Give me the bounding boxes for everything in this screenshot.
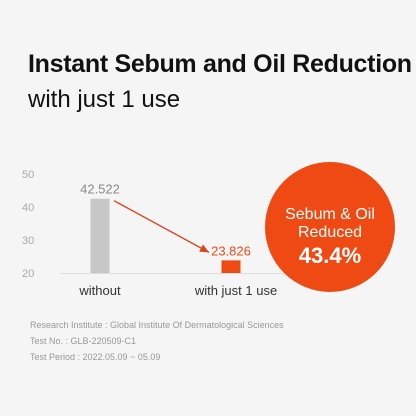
y-tick-label-40: 40 [22, 202, 34, 214]
badge-line2: Reduced [297, 224, 363, 241]
headline-title: Instant Sebum and Oil Reduction [28, 50, 412, 78]
trend-arrow-line [113, 200, 210, 253]
badge-line1: Sebum & Oil [285, 206, 375, 223]
y-tick-label-20: 20 [22, 268, 34, 280]
trend-arrow-head [199, 244, 209, 253]
category-label-without: without [78, 283, 121, 298]
category-label-with-1-use: with just 1 use [194, 283, 277, 298]
y-tick-label-30: 30 [22, 235, 34, 247]
data-label-with-1-use: 23.826 [211, 243, 251, 258]
note-test-number: Test No. : GLB-220509-C1 [30, 336, 137, 346]
reduction-badge: Sebum & Oil Reduced 43.4% [265, 162, 395, 292]
data-label-without: 42.522 [80, 182, 120, 197]
y-tick-label-50: 50 [22, 169, 34, 181]
note-research-institute: Research Institute : Global Institute Of… [30, 320, 284, 330]
bar-with-1-use [221, 260, 241, 273]
headline-subtitle: with just 1 use [28, 86, 181, 113]
note-test-period: Test Period : 2022.05.09 ~ 05.09 [30, 352, 161, 362]
badge-percentage: 43.4% [298, 243, 362, 268]
bar-without [90, 198, 110, 273]
